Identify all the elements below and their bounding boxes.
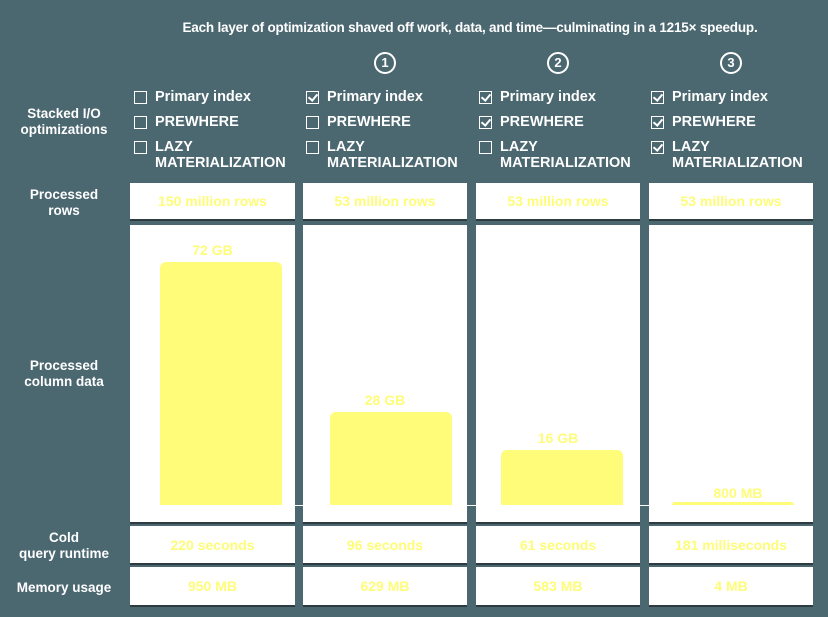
row-label-optimizations: Stacked I/O optimizations bbox=[20, 106, 108, 137]
processed-rows-cell: 53 million rows bbox=[649, 183, 813, 221]
option-lazy-materialization: LAZY MATERIALIZATION bbox=[134, 139, 294, 171]
memory-cell: 629 MB bbox=[303, 567, 467, 607]
checkbox-icon bbox=[134, 91, 147, 104]
checkbox-checked-icon bbox=[651, 116, 664, 129]
bar bbox=[160, 262, 282, 505]
option-prewhere: PREWHERE bbox=[651, 114, 756, 130]
checkbox-icon bbox=[306, 116, 319, 129]
option-prewhere: PREWHERE bbox=[134, 114, 239, 130]
runtime-cell: 96 seconds bbox=[303, 526, 467, 565]
option-primary-index: Primary index bbox=[479, 89, 596, 105]
checkbox-checked-icon bbox=[479, 91, 492, 104]
bar-value-label: 72 GB bbox=[192, 242, 233, 258]
row-label-processed-rows: Processed rows bbox=[29, 187, 99, 218]
bar bbox=[501, 450, 623, 505]
column-data-chart-cell: 800 MB bbox=[649, 225, 813, 524]
column-data-chart-cell: 16 GB bbox=[476, 225, 640, 524]
column-number-badge: 3 bbox=[720, 52, 742, 74]
option-lazy-materialization: LAZY MATERIALIZATION bbox=[479, 139, 639, 171]
bar-value-label: 28 GB bbox=[364, 392, 406, 408]
checkbox-checked-icon bbox=[479, 116, 492, 129]
runtime-cell: 220 seconds bbox=[130, 526, 295, 565]
option-prewhere: PREWHERE bbox=[306, 114, 411, 130]
checkbox-icon bbox=[479, 141, 492, 154]
option-prewhere: PREWHERE bbox=[479, 114, 584, 130]
memory-cell: 950 MB bbox=[130, 567, 295, 607]
processed-rows-cell: 53 million rows bbox=[476, 183, 640, 221]
bar-value-label: 800 MB bbox=[713, 485, 763, 501]
runtime-cell: 61 seconds bbox=[476, 526, 640, 565]
option-primary-index: Primary index bbox=[306, 89, 423, 105]
bar bbox=[672, 502, 794, 505]
processed-rows-cell: 150 million rows bbox=[130, 183, 295, 221]
column-data-chart-cell: 28 GB bbox=[303, 225, 467, 524]
chart-baseline bbox=[130, 505, 813, 506]
option-lazy-materialization: LAZY MATERIALIZATION bbox=[651, 139, 811, 171]
option-lazy-materialization: LAZY MATERIALIZATION bbox=[306, 139, 466, 171]
memory-cell: 583 MB bbox=[476, 567, 640, 607]
bar bbox=[330, 412, 452, 505]
processed-rows-cell: 53 million rows bbox=[303, 183, 467, 221]
row-label-memory: Memory usage bbox=[16, 580, 112, 595]
row-label-runtime: Cold query runtime bbox=[18, 530, 110, 561]
column-number-badge: 2 bbox=[547, 52, 569, 74]
bar-value-label: 16 GB bbox=[537, 430, 579, 446]
runtime-cell: 181 milliseconds bbox=[649, 526, 813, 565]
memory-cell: 4 MB bbox=[649, 567, 813, 607]
row-label-column-data: Processed column data bbox=[24, 358, 104, 389]
checkbox-icon bbox=[134, 116, 147, 129]
column-data-chart-cell: 72 GB bbox=[130, 225, 295, 524]
column-number-badge: 1 bbox=[374, 52, 396, 74]
chart-title: Each layer of optimization shaved off wo… bbox=[182, 20, 758, 35]
option-primary-index: Primary index bbox=[134, 89, 251, 105]
checkbox-icon bbox=[306, 141, 319, 154]
checkbox-checked-icon bbox=[651, 91, 664, 104]
option-primary-index: Primary index bbox=[651, 89, 768, 105]
checkbox-checked-icon bbox=[651, 141, 664, 154]
checkbox-checked-icon bbox=[306, 91, 319, 104]
checkbox-icon bbox=[134, 141, 147, 154]
